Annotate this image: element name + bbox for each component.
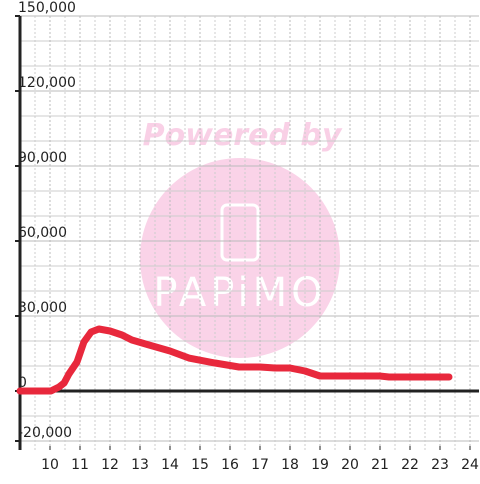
y-tick-label: 120,000 xyxy=(18,75,76,91)
watermark-icon xyxy=(220,203,260,262)
x-tick-label: 20 xyxy=(341,457,359,473)
x-tick-label: 24 xyxy=(461,457,479,473)
x-tick-label: 15 xyxy=(191,457,209,473)
watermark-text: Powered by xyxy=(143,118,343,153)
x-tick-label: 23 xyxy=(431,457,449,473)
data-line xyxy=(16,325,453,395)
x-tick-label: 17 xyxy=(251,457,269,473)
x-tick-label: 10 xyxy=(41,457,59,473)
x-tick-label: 22 xyxy=(401,457,419,473)
x-tick-label: 18 xyxy=(281,457,299,473)
x-tick-label: 21 xyxy=(371,457,389,473)
x-tick-label: 16 xyxy=(221,457,239,473)
y-tick-label: 60,000 xyxy=(18,225,67,241)
y-tick-label: 150,000 xyxy=(18,0,76,16)
x-tick-label: 12 xyxy=(101,457,119,473)
y-tick-label: 90,000 xyxy=(18,150,67,166)
x-tick-label: 13 xyxy=(131,457,149,473)
watermark-text: PAPiMO xyxy=(153,270,326,316)
y-tick-label: 0 xyxy=(18,375,27,391)
y-tick-label: 30,000 xyxy=(18,300,67,316)
x-tick-label: 11 xyxy=(71,457,89,473)
x-tick-label: 19 xyxy=(311,457,329,473)
x-tick-label: 14 xyxy=(161,457,179,473)
y-tick-label: -20,000 xyxy=(18,425,72,441)
